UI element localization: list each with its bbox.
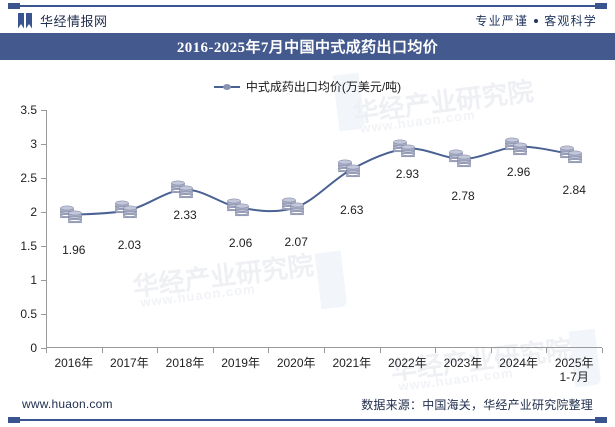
footer-source-note: 数据来源：中国海关，华经产业研究院整理: [361, 397, 593, 412]
x-axis-tick: [157, 348, 159, 353]
y-axis-tick: [41, 314, 46, 315]
data-point-label: 2.84: [562, 182, 586, 197]
tagline-dot-icon: [534, 18, 539, 23]
page-footer: www.huaon.com 数据来源：中国海关，华经产业研究院整理: [0, 392, 615, 416]
footer-site-link[interactable]: www.huaon.com: [22, 397, 113, 411]
x-axis-tick: [602, 348, 603, 353]
rule-cap-right: [595, 3, 607, 9]
bookmark-bars-icon: [18, 12, 33, 29]
y-axis-tick-label: 1.5: [20, 239, 37, 253]
bottom-divider-rule: [8, 417, 607, 423]
y-axis-tick-label: 2: [30, 205, 37, 219]
y-axis-tick: [41, 212, 46, 213]
x-axis-label: 2023年: [443, 356, 483, 370]
x-axis-tick: [268, 348, 270, 353]
x-axis-tick: [546, 348, 548, 353]
tagline-left-text: 专业严谨: [475, 14, 529, 28]
x-axis-line: [46, 347, 602, 348]
top-divider-rule: [8, 3, 607, 9]
brand-name-label: 华经情报网: [40, 14, 108, 29]
brand-logo[interactable]: 华经情报网: [18, 11, 108, 30]
data-point-label: 2.78: [451, 188, 475, 203]
y-axis-tick-label: 2.5: [20, 171, 37, 185]
data-point-label: 1.96: [62, 242, 86, 257]
x-axis-tick: [212, 348, 214, 353]
data-point-label: 2.06: [228, 235, 253, 250]
y-axis-tick: [41, 110, 46, 111]
x-axis-label: 2025年 1-7月: [554, 356, 594, 384]
x-axis-label: 2022年: [388, 356, 427, 370]
x-axis-tick: [379, 348, 381, 353]
legend-line-swatch: [213, 82, 240, 92]
x-axis-tick: [490, 348, 492, 353]
data-point-label: 2.33: [173, 207, 197, 222]
y-axis-tick: [41, 144, 46, 145]
y-axis-tick-label: 3.5: [20, 103, 37, 117]
plot-area: 0 0.5 1 1.5 2 2.5 3 3.5 1.96 2.03 2.33 2.06 2.07 2.6…: [20, 103, 603, 384]
series-line-path: [72, 145, 576, 216]
y-axis-tick-label: 3: [30, 137, 37, 151]
data-point-label: 2.93: [395, 166, 420, 181]
x-axis-label: 2021年: [332, 356, 372, 370]
page-title: 2016-2025年7月中国中式成药出口均价: [176, 40, 439, 56]
x-axis-label: 2017年: [110, 356, 149, 370]
y-axis-tick: [41, 246, 46, 247]
x-axis-label: 2024年: [499, 356, 538, 370]
chart-legend: 中式成药出口均价(万美元/吨): [0, 78, 615, 95]
data-point-label: 2.03: [117, 237, 142, 252]
x-axis-tick: [46, 348, 47, 353]
data-point-label: 2.63: [340, 203, 364, 218]
x-axis-label: 2020年: [276, 356, 316, 370]
page-header: 华经情报网 专业严谨 客观科学: [0, 8, 615, 33]
y-axis-line: [46, 110, 47, 348]
x-axis-label: 2018年: [165, 356, 205, 370]
chart-title-band: 2016-2025年7月中国中式成药出口均价: [0, 33, 615, 60]
header-tagline: 专业严谨 客观科学: [475, 12, 597, 29]
y-axis-tick: [41, 348, 46, 349]
y-axis-tick: [41, 280, 46, 281]
rule-cap-left: [8, 3, 20, 9]
x-axis-label: 2019年: [221, 356, 260, 370]
y-axis-tick-label: 0.5: [20, 307, 37, 321]
legend-item-label: 中式成药出口均价(万美元/吨): [245, 80, 402, 94]
rule-cap-left: [8, 417, 20, 423]
y-axis-tick-label: 1: [30, 273, 37, 287]
x-axis-tick: [324, 348, 325, 353]
rule-cap-right: [595, 417, 607, 423]
chart-canvas: 华经产业研究院 www.huaon.com 华经产业研究院 www.huaon.…: [0, 60, 615, 390]
tagline-right-text: 客观科学: [544, 14, 597, 28]
data-point-label: 2.07: [284, 235, 308, 250]
x-axis-label: 2016年: [54, 356, 94, 370]
data-point-label: 2.96: [506, 164, 531, 179]
y-axis-tick: [41, 178, 46, 179]
y-axis-tick-label: 0: [30, 341, 37, 355]
x-axis-tick: [101, 348, 103, 353]
x-axis-tick: [435, 348, 437, 353]
